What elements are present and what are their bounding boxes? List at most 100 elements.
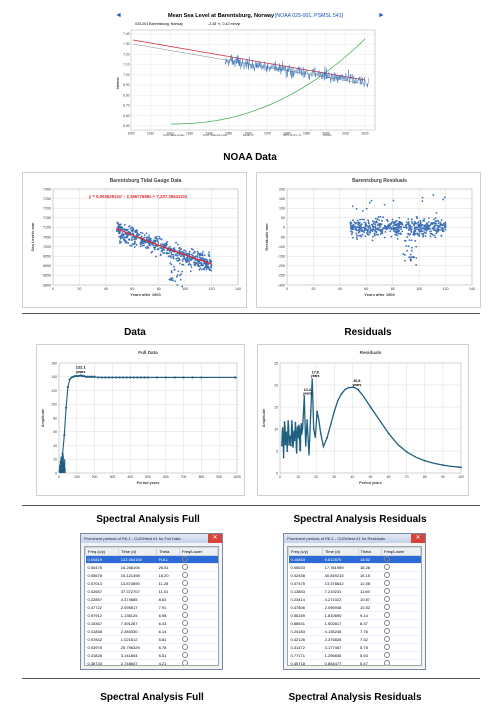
table-row[interactable]: 0.41868 2.383330 6.14: [85, 627, 218, 636]
radio-button[interactable]: [383, 644, 390, 650]
radio-button[interactable]: [181, 636, 188, 642]
table-cell: 7.76: [358, 627, 382, 636]
table-row[interactable]: 0.03978 25.796329 5.78: [85, 643, 218, 652]
radio-button[interactable]: [383, 596, 390, 602]
table-row[interactable]: 0.77171 1.295836 5.63: [288, 651, 421, 660]
table-full-titlebar[interactable]: Prominent periods of Fill-1 - CUSHtest #…: [81, 534, 222, 543]
table-row[interactable]: 0.36733 2.748647 4.21: [85, 659, 218, 665]
table-row[interactable]: 0.42126 2.375826 7.32: [288, 635, 421, 644]
table-row[interactable]: 0.24183 4.135246 7.76: [288, 627, 421, 636]
chart-title: Barentsburg Residuals: [352, 178, 407, 184]
table-header-cell[interactable]: Freq/Lower: [179, 547, 218, 556]
tick-label-y: 6900: [43, 264, 51, 268]
radio-button[interactable]: [181, 556, 188, 562]
table-row[interactable]: 0.97842 1.021612 5.81: [85, 635, 218, 644]
table-row[interactable]: 0.02657 37.372707 11.01: [85, 587, 218, 596]
table-header-cell[interactable]: Time (d): [118, 547, 158, 556]
table-row[interactable]: 0.31472 3.177467 5.78: [288, 643, 421, 652]
radio-button[interactable]: [181, 604, 188, 610]
tick-label-x: 800: [199, 475, 205, 479]
table-row[interactable]: 0.15367 7.491267 6.43: [85, 619, 218, 628]
radio-button[interactable]: [383, 572, 390, 578]
radio-button[interactable]: [383, 652, 390, 658]
table-header-cell[interactable]: Freq (c/y): [288, 547, 324, 556]
table-row[interactable]: 0.31828 3.141804 5.51: [85, 651, 218, 660]
radio-button[interactable]: [181, 564, 188, 570]
noaa-plot-area: 1900 1910 1920 1930 1940 1950 1960 1970 1980 1990…: [123, 29, 376, 137]
radio-button[interactable]: [181, 572, 188, 578]
radio-button[interactable]: [181, 652, 188, 658]
table-row[interactable]: 0.47806 2.095948 10.52: [288, 603, 421, 612]
table-row[interactable]: 0.00819 122.064160 FULL: [85, 555, 218, 564]
residual-point: [440, 234, 443, 237]
noaa-nav-left-icon[interactable]: ◄: [115, 12, 122, 19]
table-row[interactable]: 0.05633 17.781989 18.28: [288, 563, 421, 572]
radio-button[interactable]: [383, 564, 390, 570]
radio-button[interactable]: [383, 660, 390, 665]
spectrum-point: [340, 392, 343, 395]
data-point: [176, 243, 179, 246]
table-header-cell[interactable]: Time (d): [322, 547, 359, 556]
table-row[interactable]: 0.02458 40.849215 16.15: [288, 571, 421, 580]
tick-label-x: 40: [338, 287, 342, 291]
table-header-cell[interactable]: Freq (c/y): [85, 547, 120, 556]
radio-button[interactable]: [383, 556, 390, 562]
axis-label-y: Amplitude: [41, 409, 45, 428]
noaa-tick-y: 6.70: [123, 104, 129, 108]
table-row[interactable]: 0.07475 13.378642 12.08: [288, 579, 421, 588]
table-row[interactable]: 0.13853 7.219231 11.69: [288, 587, 421, 596]
table-radio-cell: [179, 579, 218, 588]
table-row[interactable]: 0.66541 1.502817 8.37: [288, 619, 421, 628]
radio-button[interactable]: [181, 628, 188, 634]
data-point: [176, 259, 179, 262]
table-full: Freq (c/y) Time (d) Theta Freq/Lower 0.0081…: [84, 546, 219, 666]
table-row[interactable]: 0.45718 0.854477 5.47: [288, 659, 421, 665]
data-point: [188, 260, 190, 263]
tick-label-x: 0: [58, 475, 60, 479]
residual-point: [436, 219, 439, 222]
radio-button[interactable]: [181, 660, 188, 665]
radio-button[interactable]: [383, 588, 390, 594]
radio-button[interactable]: [383, 604, 390, 610]
radio-button[interactable]: [383, 580, 390, 586]
table-row[interactable]: 0.22857 4.374685 8.63: [85, 595, 218, 604]
radio-button[interactable]: [181, 612, 188, 618]
table-row[interactable]: 0.97912 1.136125 6.98: [85, 611, 218, 620]
table-row[interactable]: 0.10853 9.812870 18.52: [288, 555, 421, 564]
radio-button[interactable]: [181, 588, 188, 594]
table-row[interactable]: 0.05678 15.121498 16.20: [85, 571, 218, 580]
residual-point: [349, 223, 352, 226]
table-resid-titlebar[interactable]: Prominent periods of Fill-1 - CUSHtest #…: [284, 534, 425, 543]
table-header-cell[interactable]: Theta: [156, 547, 180, 556]
radio-button[interactable]: [181, 580, 188, 586]
radio-button[interactable]: [383, 612, 390, 618]
radio-button[interactable]: [383, 628, 390, 634]
radio-button[interactable]: [181, 596, 188, 602]
data-point: [146, 245, 149, 248]
radio-button[interactable]: [383, 620, 390, 626]
noaa-title-links[interactable]: [NOAA 025-001, PSMSL 541]: [275, 13, 344, 19]
table-row[interactable]: 0.56159 1.810690 9.14: [288, 611, 421, 620]
table-radio-cell: [381, 635, 421, 644]
data-point: [120, 241, 122, 244]
radio-button[interactable]: [181, 644, 188, 650]
table-row[interactable]: 0.07013 13.874690 11.28: [85, 579, 218, 588]
data-point: [172, 253, 175, 256]
table-resid-close-icon[interactable]: ✕: [411, 534, 425, 543]
radio-button[interactable]: [181, 620, 188, 626]
table-row[interactable]: 0.23414 4.271022 10.57: [288, 595, 421, 604]
spectrum-point: [143, 376, 146, 379]
table-header-cell[interactable]: Theta: [357, 547, 383, 556]
data-point: [173, 269, 176, 271]
peak-annotation: 17.8: [312, 370, 319, 374]
table-header-cell[interactable]: Freq/Lower: [381, 547, 421, 556]
table-cell: 15.121498: [118, 571, 157, 580]
table-row[interactable]: 0.00475 16.268106 26.51: [85, 563, 218, 572]
residual-point: [354, 222, 357, 225]
table-full-close-icon[interactable]: ✕: [208, 534, 222, 543]
noaa-nav-right-icon[interactable]: ►: [378, 12, 385, 19]
residual-point: [349, 222, 352, 225]
table-row[interactable]: 0.47722 2.095517 7.91: [85, 603, 218, 612]
radio-button[interactable]: [383, 636, 390, 642]
data-point: [118, 232, 120, 235]
